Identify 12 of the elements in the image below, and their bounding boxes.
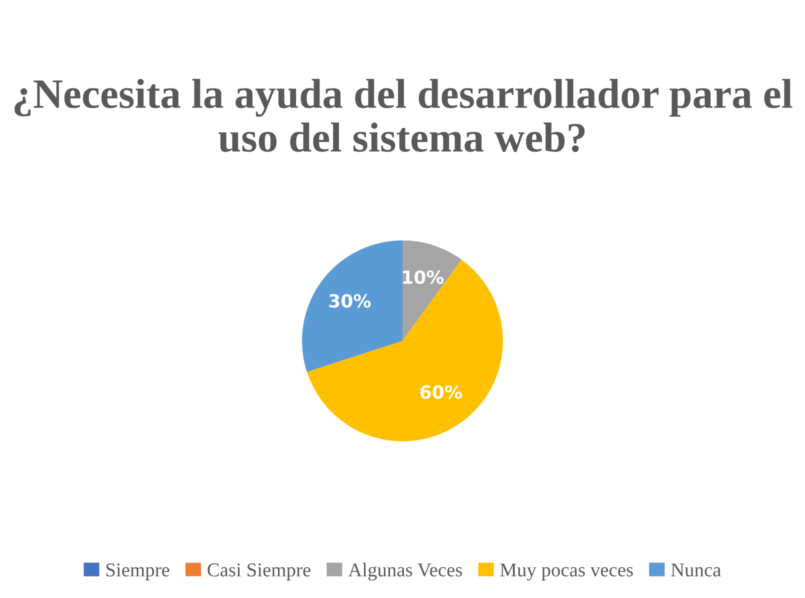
data-label: 30% xyxy=(329,294,371,308)
legend-label: Casi Siempre xyxy=(208,563,310,580)
pie-slice xyxy=(402,240,462,341)
chart-title: ¿Necesita la ayuda del desarrollador para el uso del sistema web? xyxy=(14,78,792,152)
data-label: 10% xyxy=(403,270,444,284)
pie-slice xyxy=(306,260,503,442)
legend-label: Nunca xyxy=(671,564,721,576)
data-label: 60% xyxy=(420,385,462,399)
pie-slice xyxy=(302,240,402,372)
legend-label: Siempre xyxy=(106,563,170,580)
legend-label: Algunas Veces xyxy=(348,562,462,580)
legend-label: Muy pocas veces xyxy=(500,564,633,580)
